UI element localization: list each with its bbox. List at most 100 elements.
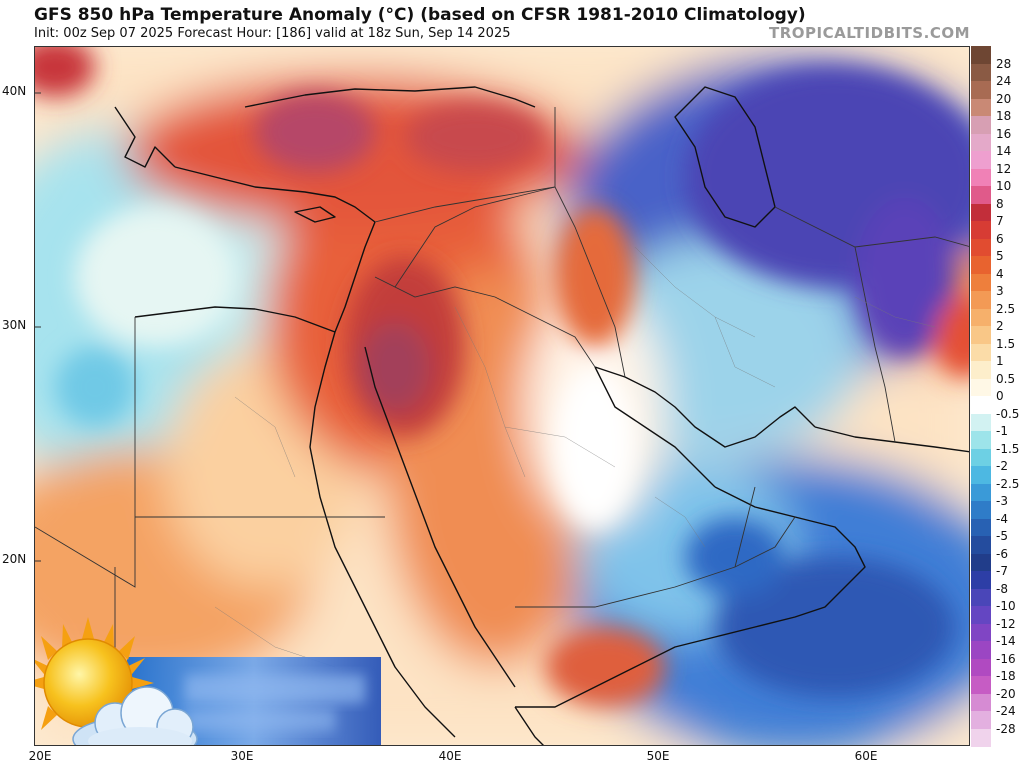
colorbar-swatch (971, 623, 991, 642)
colorbar-swatch (971, 378, 991, 397)
colorbar-tick-label: -24 (996, 704, 1016, 718)
colorbar-tick-label: 1.5 (996, 336, 1016, 351)
chart-subtitle: Init: 00z Sep 07 2025 Forecast Hour: [18… (34, 26, 511, 41)
colorbar-tick-label: -3 (996, 494, 1008, 508)
anomaly-map-canvas (35, 47, 969, 745)
colorbar-tick-label: 0.5 (996, 371, 1016, 386)
colorbar-tick-label: -1 (996, 424, 1008, 438)
colorbar-swatch (971, 536, 991, 554)
colorbar-tick-label: 6 (996, 231, 1004, 246)
colorbar-tick-label: -0.5 (996, 406, 1020, 421)
colorbar-tick-label: 12 (996, 161, 1012, 176)
colorbar-swatch (971, 98, 991, 117)
anomaly-field (35, 47, 969, 745)
colorbar-tick-label: 4 (996, 266, 1004, 281)
lat-label-30n: 30N (2, 318, 27, 332)
colorbar-tick-label: -4 (996, 511, 1008, 526)
colorbar-swatch (971, 483, 991, 502)
colorbar-tick-label: 28 (996, 56, 1012, 71)
colorbar-tick-label: -16 (996, 651, 1016, 666)
colorbar-swatch (971, 606, 991, 624)
colorbar-swatch (971, 728, 991, 747)
colorbar-swatch (971, 221, 991, 239)
colorbar-tick-label: -20 (996, 686, 1016, 701)
colorbar-swatch (971, 46, 991, 64)
colorbar-swatch (971, 518, 991, 537)
colorbar-swatch (971, 168, 991, 187)
colorbar-tick-label: 16 (996, 126, 1012, 141)
colorbar-swatch (971, 151, 991, 169)
lon-label-50e: 50E (646, 749, 670, 763)
colorbar-tick-label: -2.5 (996, 476, 1020, 491)
colorbar-swatch (971, 501, 991, 519)
colorbar-tick-label: -8 (996, 581, 1008, 596)
colorbar-tick-label: 14 (996, 144, 1012, 158)
colorbar-swatch (971, 133, 991, 152)
lat-label-40n: 40N (2, 84, 27, 98)
colorbar-tick-label: 20 (996, 91, 1012, 106)
colorbar-swatch (971, 291, 991, 309)
colorbar-swatch (971, 466, 991, 484)
colorbar-tick-label: -28 (996, 721, 1016, 736)
colorbar-swatch (971, 361, 991, 379)
colorbar-swatch (971, 658, 991, 677)
colorbar-swatch (971, 641, 991, 659)
colorbar-swatch (971, 588, 991, 607)
source-watermark: TROPICALTIDBITS.COM (769, 24, 970, 42)
colorbar-swatch (971, 81, 991, 99)
colorbar-swatch (971, 203, 991, 222)
colorbar-swatch (971, 676, 991, 694)
colorbar-swatch (971, 431, 991, 449)
colorbar-swatch (971, 63, 991, 82)
colorbar-tick-label: 3 (996, 284, 1004, 298)
colorbar-tick-label: -12 (996, 616, 1016, 631)
colorbar-tick-label: -6 (996, 546, 1008, 561)
colorbar-tick-label: 18 (996, 109, 1012, 123)
colorbar-swatch (971, 256, 991, 274)
coastlines (114, 86, 969, 745)
colorbar-swatch (971, 273, 991, 292)
colorbar-swatch (971, 343, 991, 362)
province-borders (214, 246, 936, 668)
colorbar-tick-label: -5 (996, 529, 1008, 543)
colorbar-swatch (971, 186, 991, 204)
colorbar-swatch (971, 326, 991, 344)
colorbar-swatch (971, 116, 991, 134)
colorbar-tick-label: 10 (996, 179, 1012, 193)
lon-label-30e: 30E (230, 749, 254, 763)
weather-sticker-overlay (35, 617, 381, 745)
colorbar-tick-label: -14 (996, 634, 1016, 648)
colorbar-swatch (971, 396, 991, 414)
lon-label-20e: 20E (28, 749, 52, 763)
colorbar-tick-label: 24 (996, 74, 1012, 88)
colorbar-tick-label: -18 (996, 669, 1016, 683)
lat-label-20n: 20N (2, 552, 27, 566)
colorbar-swatch (971, 553, 991, 572)
colorbar-tick-label: 5 (996, 249, 1004, 263)
colorbar-tick-label: 7 (996, 214, 1004, 228)
colorbar-tick-label: 1 (996, 354, 1004, 368)
colorbar-swatch (971, 238, 991, 257)
chart-title: GFS 850 hPa Temperature Anomaly (°C) (ba… (34, 5, 806, 25)
colorbar-tick-label: -2 (996, 459, 1008, 473)
colorbar-tick-label: -1.5 (996, 441, 1020, 456)
colorbar-swatch (971, 693, 991, 712)
lon-label-60e: 60E (854, 749, 878, 763)
colorbar-tick-label: 8 (996, 196, 1004, 211)
colorbar (971, 46, 991, 747)
colorbar-swatch (971, 308, 991, 327)
country-borders (35, 107, 969, 745)
colorbar-tick-label: -10 (996, 599, 1016, 613)
graticule-ticks (35, 92, 41, 562)
colorbar-tick-label: -7 (996, 564, 1008, 578)
colorbar-swatch (971, 711, 991, 729)
colorbar-tick-label: 2.5 (996, 301, 1016, 316)
lon-label-40e: 40E (438, 749, 462, 763)
colorbar-tick-label: 0 (996, 389, 1004, 403)
anomaly-map (34, 46, 970, 746)
colorbar-swatch (971, 413, 991, 432)
colorbar-swatch (971, 571, 991, 589)
colorbar-swatch (971, 448, 991, 467)
cloud-icon (72, 686, 198, 745)
